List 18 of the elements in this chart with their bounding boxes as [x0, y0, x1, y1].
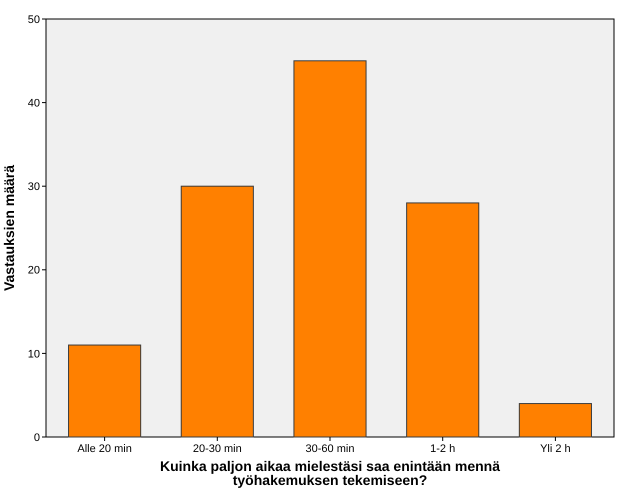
y-tick-label: 10 — [28, 348, 40, 360]
y-tick-label: 20 — [28, 264, 40, 277]
x-tick-label: 1-2 h — [430, 443, 456, 455]
bar — [518, 403, 592, 438]
x-tick-label: Alle 20 min — [77, 443, 132, 455]
bar — [180, 186, 254, 438]
y-tick-label: 50 — [28, 14, 40, 26]
y-axis-title: Vastauksien määrä — [1, 164, 17, 292]
x-tick-label: 30-60 min — [306, 443, 354, 455]
bar — [406, 202, 480, 438]
bar — [293, 60, 367, 438]
x-tick-label: 20-30 min — [192, 443, 242, 455]
y-tick-label: 40 — [28, 97, 40, 110]
x-tick-label: Yli 2 h — [540, 443, 571, 455]
bar — [68, 344, 142, 438]
x-axis-title: Kuinka paljon aikaa mielestäsi saa enintään mennä työhakemuksen tekemiseen? — [160, 458, 500, 488]
y-tick-label: 0 — [34, 432, 40, 444]
y-tick-label: 30 — [28, 181, 40, 194]
